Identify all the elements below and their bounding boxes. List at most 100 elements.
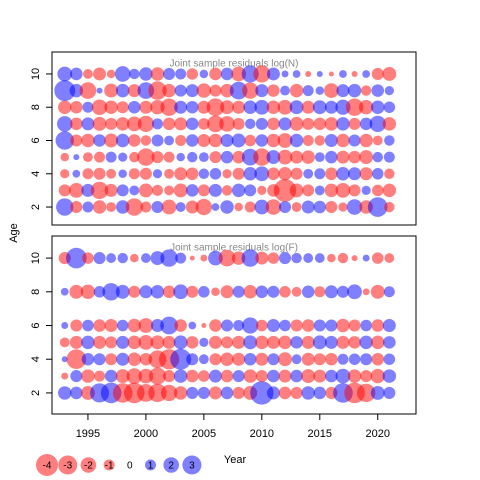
bubble bbox=[56, 198, 74, 216]
bubble bbox=[337, 252, 349, 264]
bubble bbox=[163, 67, 176, 80]
bubble bbox=[301, 319, 315, 332]
bubble bbox=[176, 152, 185, 162]
bubble bbox=[140, 201, 152, 213]
bubble bbox=[313, 369, 327, 383]
bubble bbox=[174, 117, 188, 131]
bubble bbox=[290, 369, 303, 383]
bubble bbox=[220, 150, 234, 164]
bubble bbox=[139, 100, 153, 114]
bubble bbox=[325, 201, 338, 214]
legend-label: -1 bbox=[105, 461, 114, 472]
legend-label: -3 bbox=[63, 461, 72, 472]
bubble bbox=[127, 84, 141, 98]
bubble bbox=[70, 319, 83, 332]
bubble bbox=[66, 247, 87, 269]
bubble bbox=[173, 335, 188, 350]
bubble bbox=[314, 185, 325, 196]
bubble bbox=[220, 67, 234, 81]
bubble bbox=[81, 183, 95, 197]
bubble bbox=[324, 100, 338, 114]
y-tick-label: 4 bbox=[30, 356, 42, 362]
bubble bbox=[292, 70, 301, 78]
bubble bbox=[232, 335, 246, 349]
bubble bbox=[208, 369, 222, 383]
bubble bbox=[337, 353, 349, 365]
bubble bbox=[72, 169, 81, 178]
y-tick-label: 8 bbox=[30, 289, 42, 295]
bubble bbox=[301, 200, 315, 214]
bubble bbox=[278, 167, 292, 181]
bubble bbox=[118, 152, 128, 162]
bubble bbox=[291, 202, 302, 212]
bubble bbox=[313, 353, 326, 366]
bubble bbox=[359, 117, 373, 131]
bubble bbox=[301, 369, 316, 384]
bubble bbox=[243, 100, 257, 114]
bubble bbox=[150, 335, 165, 350]
bubble bbox=[94, 370, 106, 382]
bubble bbox=[128, 134, 141, 147]
bubble bbox=[255, 117, 268, 130]
bubble bbox=[211, 203, 220, 211]
bubble bbox=[222, 169, 232, 179]
bubble bbox=[186, 386, 199, 399]
bubble bbox=[161, 199, 177, 215]
bubble bbox=[127, 318, 142, 333]
bubble bbox=[185, 84, 199, 98]
legend-bubble bbox=[36, 454, 58, 476]
bubble bbox=[81, 369, 95, 383]
bubble bbox=[348, 336, 361, 349]
bubble bbox=[218, 249, 236, 267]
bubble bbox=[138, 368, 154, 384]
bubble bbox=[255, 84, 269, 98]
bubble bbox=[104, 318, 118, 333]
bubble bbox=[80, 284, 96, 299]
bubble bbox=[139, 67, 153, 81]
bubble bbox=[91, 99, 108, 116]
bubble bbox=[290, 386, 303, 399]
y-tick-label: 6 bbox=[30, 322, 42, 328]
bubble bbox=[325, 150, 338, 164]
bubble bbox=[93, 67, 107, 81]
bubble bbox=[243, 352, 257, 366]
bubble bbox=[70, 67, 83, 81]
bubble bbox=[151, 151, 164, 164]
bubble bbox=[198, 152, 209, 163]
bubble bbox=[278, 369, 292, 383]
legend-label: 0 bbox=[127, 461, 133, 472]
bubble bbox=[359, 133, 373, 148]
bubble bbox=[313, 386, 327, 400]
bubble bbox=[164, 185, 175, 196]
bubble bbox=[348, 184, 361, 197]
bubble bbox=[312, 335, 327, 350]
bubble bbox=[290, 319, 303, 332]
bubble bbox=[221, 336, 234, 349]
bubble bbox=[220, 285, 234, 299]
bubble bbox=[253, 65, 271, 83]
bubble bbox=[163, 370, 176, 383]
bubble bbox=[359, 167, 373, 181]
bubble bbox=[301, 386, 315, 400]
bubble bbox=[314, 253, 325, 264]
bubble bbox=[302, 184, 315, 197]
bubble bbox=[162, 83, 176, 98]
bubble bbox=[371, 352, 385, 366]
bubble bbox=[56, 116, 73, 132]
y-tick-label: 6 bbox=[30, 137, 42, 143]
bubble bbox=[371, 67, 384, 80]
bubble bbox=[250, 381, 274, 405]
bubble bbox=[175, 134, 187, 146]
bubble bbox=[266, 133, 281, 148]
bubble bbox=[301, 335, 315, 349]
bubble bbox=[219, 116, 235, 132]
y-tick-label: 4 bbox=[30, 171, 42, 177]
bubble bbox=[160, 384, 178, 402]
bubble bbox=[277, 149, 293, 165]
bubble bbox=[382, 369, 397, 383]
bubble bbox=[221, 319, 234, 332]
bubble bbox=[220, 369, 234, 383]
bubble bbox=[231, 66, 247, 82]
bubble bbox=[325, 352, 338, 366]
bubble bbox=[173, 369, 188, 383]
